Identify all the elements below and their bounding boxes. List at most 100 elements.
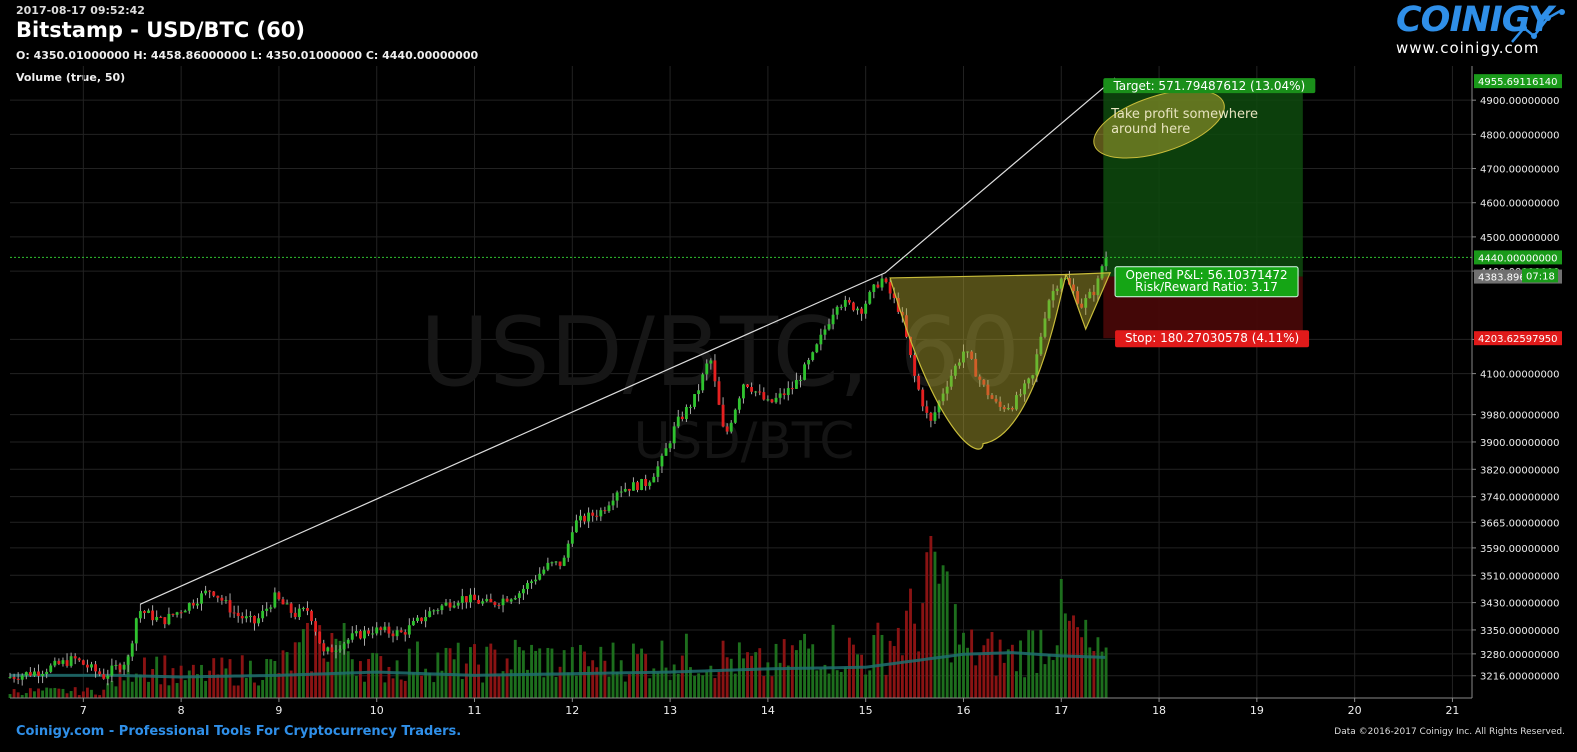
profit-note: Take profit somewhere around here bbox=[1110, 107, 1258, 137]
stop-label-bg bbox=[1115, 330, 1310, 348]
candle-body bbox=[831, 314, 835, 325]
candle-body bbox=[542, 569, 546, 574]
candle-body bbox=[28, 672, 32, 676]
candlestick bbox=[982, 379, 986, 388]
volume-bar bbox=[558, 666, 562, 698]
candle-body bbox=[69, 656, 73, 666]
volume-bar bbox=[513, 639, 517, 698]
chart-timestamp: 2017-08-17 09:52:42 bbox=[16, 4, 145, 17]
candle-body bbox=[623, 488, 627, 492]
volume-bar bbox=[473, 644, 476, 698]
volume-bar bbox=[248, 660, 252, 698]
pnl-label-text: Risk/Reward Ratio: 3.17 bbox=[1135, 280, 1278, 294]
candlestick bbox=[852, 301, 855, 312]
candlestick bbox=[358, 629, 362, 640]
candlestick bbox=[391, 630, 395, 643]
candlestick bbox=[660, 453, 664, 474]
candle-body bbox=[892, 293, 896, 298]
candlestick bbox=[138, 604, 142, 623]
candlestick bbox=[383, 622, 387, 633]
candlestick bbox=[130, 640, 134, 661]
volume-bar bbox=[1015, 671, 1018, 698]
candlestick bbox=[37, 664, 40, 684]
candlestick bbox=[33, 667, 36, 677]
volume-bar bbox=[289, 670, 293, 698]
candle-body bbox=[452, 605, 456, 608]
volume-bar bbox=[754, 652, 758, 698]
candle-body bbox=[371, 633, 375, 635]
candlestick bbox=[1051, 284, 1055, 308]
volume-bar bbox=[346, 651, 350, 698]
volume-bar bbox=[322, 658, 326, 698]
price-tick-label: 3430.00000000 bbox=[1480, 599, 1560, 610]
candle-body bbox=[45, 671, 49, 674]
volume-bar bbox=[403, 680, 407, 698]
candle-body bbox=[330, 647, 334, 652]
price-marker-label: 4203.62597950 bbox=[1478, 334, 1558, 345]
candlestick bbox=[90, 661, 93, 671]
volume-bar bbox=[1067, 620, 1071, 698]
volume-bar bbox=[367, 658, 370, 698]
footer-tagline[interactable]: Coinigy.com - Professional Tools For Cry… bbox=[16, 724, 462, 739]
candlestick bbox=[485, 594, 489, 603]
candlestick bbox=[998, 396, 1002, 412]
candlestick bbox=[224, 596, 228, 604]
candlestick bbox=[668, 440, 672, 453]
candle-body bbox=[660, 455, 664, 467]
candle-body bbox=[147, 610, 150, 613]
volume-bar bbox=[314, 628, 318, 698]
volume-bar bbox=[1002, 662, 1006, 698]
volume-bar bbox=[652, 668, 656, 698]
candle-body bbox=[428, 611, 432, 618]
candle-body bbox=[416, 617, 419, 621]
volume-bar bbox=[85, 687, 89, 698]
candle-body bbox=[640, 479, 644, 491]
candle-body bbox=[693, 394, 696, 407]
candle-body bbox=[905, 315, 908, 337]
volume-bar bbox=[978, 654, 982, 698]
volume-bar bbox=[994, 675, 998, 698]
candlestick bbox=[432, 609, 436, 615]
price-tick-label: 4700.00000000 bbox=[1480, 165, 1560, 176]
volume-bar bbox=[709, 665, 713, 698]
candle-body bbox=[228, 600, 232, 613]
candlestick bbox=[827, 318, 831, 331]
candle-body bbox=[281, 599, 285, 605]
volume-bar bbox=[12, 689, 16, 698]
candle-body bbox=[794, 380, 798, 389]
volume-bar bbox=[130, 681, 134, 698]
candlestick bbox=[477, 595, 481, 605]
candlestick bbox=[1010, 406, 1014, 412]
candle-body bbox=[807, 359, 811, 365]
candle-body bbox=[171, 613, 175, 615]
candle-body bbox=[1015, 395, 1018, 410]
volume-bar bbox=[171, 668, 175, 698]
candlestick bbox=[709, 358, 713, 370]
time-tick-label: 14 bbox=[761, 704, 775, 717]
volume-bar bbox=[228, 659, 232, 698]
candlestick bbox=[106, 669, 110, 686]
candle-body bbox=[933, 412, 937, 421]
volume-bar bbox=[786, 665, 790, 698]
candlestick bbox=[8, 672, 12, 679]
candle-body bbox=[212, 591, 216, 596]
volume-bar bbox=[45, 687, 49, 698]
candle-body bbox=[248, 615, 252, 617]
candlestick bbox=[766, 395, 770, 402]
candlestick bbox=[778, 388, 782, 405]
candlestick bbox=[244, 609, 248, 623]
time-tick-label: 16 bbox=[956, 704, 970, 717]
volume-bar bbox=[811, 644, 815, 698]
candle-body bbox=[949, 375, 953, 387]
candlestick bbox=[680, 411, 684, 422]
candlestick bbox=[774, 392, 778, 404]
candlestick bbox=[424, 609, 428, 628]
candle-body bbox=[754, 391, 758, 393]
candlestick bbox=[464, 596, 468, 609]
volume-bar bbox=[102, 689, 106, 698]
candle-body bbox=[102, 674, 106, 679]
candle-body bbox=[978, 376, 982, 380]
profit-note-line2: around here bbox=[1111, 122, 1190, 137]
candlestick bbox=[1043, 311, 1047, 339]
